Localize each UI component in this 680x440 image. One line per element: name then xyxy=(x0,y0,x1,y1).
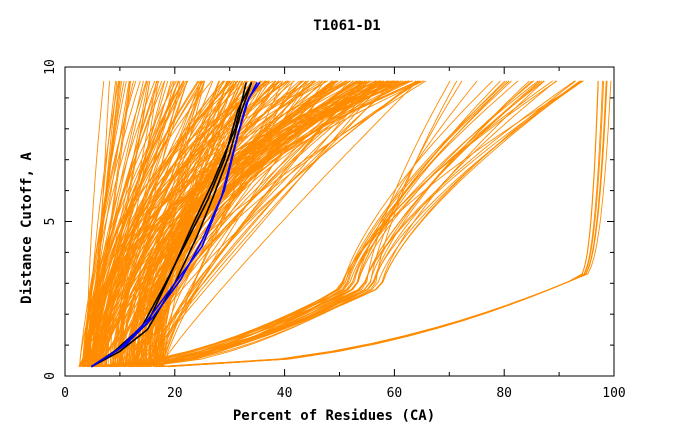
model-curve-203 xyxy=(134,80,407,367)
model-curve-58 xyxy=(86,80,166,367)
model-curve-258 xyxy=(136,80,458,368)
model-curve-204 xyxy=(122,80,393,367)
model-curve-43 xyxy=(81,80,127,367)
model-curve-219 xyxy=(98,80,413,367)
model-curve-198 xyxy=(146,80,395,367)
model-curve-259 xyxy=(116,80,541,368)
model-curve-232 xyxy=(154,80,359,367)
model-curve-265 xyxy=(109,80,478,368)
model-curve-235 xyxy=(93,80,232,367)
model-curve-267 xyxy=(128,80,584,368)
model-curve-142 xyxy=(86,80,394,367)
model-curve-173 xyxy=(115,80,239,367)
series-line-1 xyxy=(91,82,253,368)
x-tick-label: 60 xyxy=(387,386,403,401)
model-curve-126 xyxy=(92,80,274,367)
x-tick-label: 20 xyxy=(167,386,183,401)
x-tick-label: 100 xyxy=(602,386,625,401)
model-curve-220 xyxy=(134,80,370,367)
series-line-5 xyxy=(90,81,261,368)
x-tick-label: 80 xyxy=(496,386,512,401)
model-curve-223 xyxy=(162,80,313,367)
model-curve-266 xyxy=(92,80,539,368)
model-curves xyxy=(78,80,612,368)
model-curve-172 xyxy=(98,80,231,367)
highlighted-series xyxy=(90,81,261,368)
series-line-3 xyxy=(90,82,253,368)
chart-title: T1061-D1 xyxy=(313,18,380,34)
model-curve-277 xyxy=(159,80,605,368)
model-curve-241 xyxy=(114,80,576,368)
model-curve-184 xyxy=(142,80,334,367)
model-curve-125 xyxy=(159,80,419,367)
x-tick-label: 0 xyxy=(61,386,69,401)
x-tick-label: 40 xyxy=(277,386,293,401)
model-curve-263 xyxy=(123,80,510,368)
model-curve-182 xyxy=(162,80,227,367)
model-curve-169 xyxy=(95,80,289,367)
model-curve-261 xyxy=(94,80,545,368)
y-tick-label: 0 xyxy=(43,372,58,380)
model-curve-269 xyxy=(129,80,533,368)
model-curve-14 xyxy=(79,80,134,367)
model-curve-214 xyxy=(107,80,329,367)
y-tick-label: 5 xyxy=(43,218,58,226)
model-curve-228 xyxy=(128,80,390,367)
model-curve-189 xyxy=(139,80,362,367)
model-curve-234 xyxy=(122,80,220,367)
model-curve-231 xyxy=(88,80,410,367)
model-curve-225 xyxy=(100,80,394,367)
model-curve-252 xyxy=(122,80,581,368)
model-curve-276 xyxy=(168,80,608,368)
tick-labels: 0 20 40 60 80 100 0 5 10 xyxy=(43,59,626,401)
model-curve-50 xyxy=(82,80,184,367)
model-curve-264 xyxy=(130,80,512,368)
model-curve-199 xyxy=(110,80,348,367)
x-axis-label: Percent of Residues (CA) xyxy=(233,408,435,424)
y-tick-label: 10 xyxy=(43,59,58,75)
model-curve-251 xyxy=(93,80,545,368)
model-curve-150 xyxy=(105,80,403,367)
model-curve-262 xyxy=(102,80,576,368)
y-axis-label: Distance Cutoff, A xyxy=(19,152,35,304)
model-curve-215 xyxy=(141,80,385,367)
axes xyxy=(64,66,615,377)
model-curve-268 xyxy=(97,80,553,368)
model-curve-205 xyxy=(136,80,304,367)
model-curve-236 xyxy=(95,80,266,367)
model-curve-210 xyxy=(134,80,377,367)
model-curve-239 xyxy=(152,80,257,367)
